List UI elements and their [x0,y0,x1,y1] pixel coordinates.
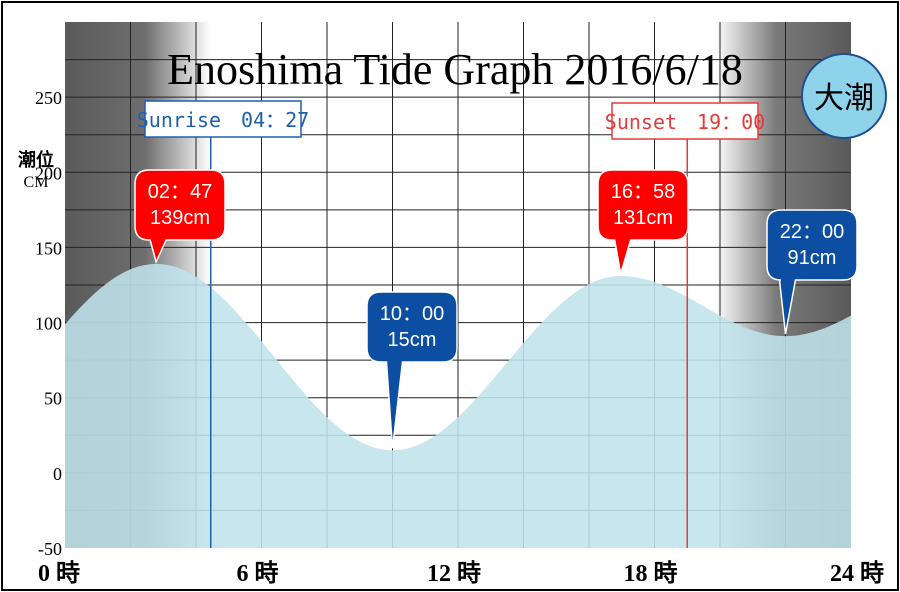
marker-level-label: 91cm [788,247,837,269]
x-tick-label: 12 時 [427,560,481,587]
marker-high-tide: 02：47 139cm [134,169,226,265]
y-unit-label-1: 潮位 [18,149,54,170]
y-tick-label: 250 [35,88,62,108]
sunset-label: Sunset 19：00 [605,110,765,134]
y-tick-label: -50 [38,539,62,559]
marker-level-label: 131cm [613,207,673,229]
marker-balloon [766,209,858,335]
y-tick-label: 100 [35,314,62,334]
marker-time-label: 02：47 [148,181,213,203]
y-tick-label: 50 [44,389,62,409]
marker-level-label: 15cm [388,329,437,351]
marker-high-tide: 16：58 131cm [597,169,689,275]
marker-low-tide: 10：00 15cm [366,291,458,449]
y-unit-label-2: CM [24,174,49,191]
tide-badge-circle [801,53,887,139]
marker-time-label: 10：00 [380,303,445,325]
tide-badge-label: 大潮 [814,82,874,115]
x-tick-label: 0 時 [38,560,80,587]
tide-badge: 大潮 [801,53,887,139]
x-axis-ticks: 0 時 6 時 12 時 18 時 24 時 [38,560,884,587]
chart-title: Enoshima Tide Graph 2016/6/18 [167,45,743,94]
y-axis-ticks: 250 200 150 100 50 0 -50 [35,88,62,559]
marker-time-label: 22：00 [780,221,845,243]
x-tick-label: 6 時 [237,560,279,587]
sunset-label-box [611,102,759,140]
tide-area [65,264,851,548]
marker-low-tide: 22：00 91cm [766,209,858,335]
sunrise-label-box [144,100,302,138]
y-tick-label: 200 [35,163,62,183]
sunrise-label: Sunrise 04：27 [137,108,309,132]
marker-time-label: 16：58 [611,181,676,203]
marker-balloon [366,291,458,449]
y-tick-label: 150 [35,238,62,258]
marker-balloon [597,169,689,275]
y-tick-label: 0 [53,464,62,484]
x-tick-label: 18 時 [624,560,678,587]
x-tick-label: 24 時 [830,560,884,587]
extreme-markers: 02：47 139cm 10：00 15cm 16：58 131cm 22：00 91cm [134,169,858,449]
marker-balloon [134,169,226,265]
marker-level-label: 139cm [150,207,210,229]
